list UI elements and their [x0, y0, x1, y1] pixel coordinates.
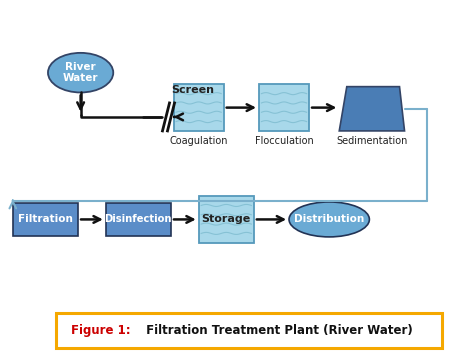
Bar — [173, 84, 224, 131]
Ellipse shape — [48, 53, 113, 92]
Text: Filtration: Filtration — [18, 214, 73, 224]
Text: Filtration Treatment Plant (River Water): Filtration Treatment Plant (River Water) — [142, 324, 413, 337]
Text: Coagulation: Coagulation — [169, 137, 228, 147]
Text: Storage: Storage — [201, 214, 251, 224]
Text: Sedimentation: Sedimentation — [336, 137, 408, 147]
Bar — [13, 203, 78, 236]
Text: Disinfection: Disinfection — [105, 214, 172, 224]
Bar — [199, 196, 254, 243]
Bar — [259, 84, 309, 131]
Ellipse shape — [289, 202, 369, 237]
Bar — [106, 203, 171, 236]
Polygon shape — [339, 87, 404, 131]
Text: Screen: Screen — [171, 85, 214, 95]
FancyBboxPatch shape — [55, 313, 442, 348]
Text: Distribution: Distribution — [294, 214, 365, 224]
Text: Flocculation: Flocculation — [255, 137, 313, 147]
Text: Figure 1:: Figure 1: — [71, 324, 130, 337]
Text: River
Water: River Water — [63, 62, 99, 83]
